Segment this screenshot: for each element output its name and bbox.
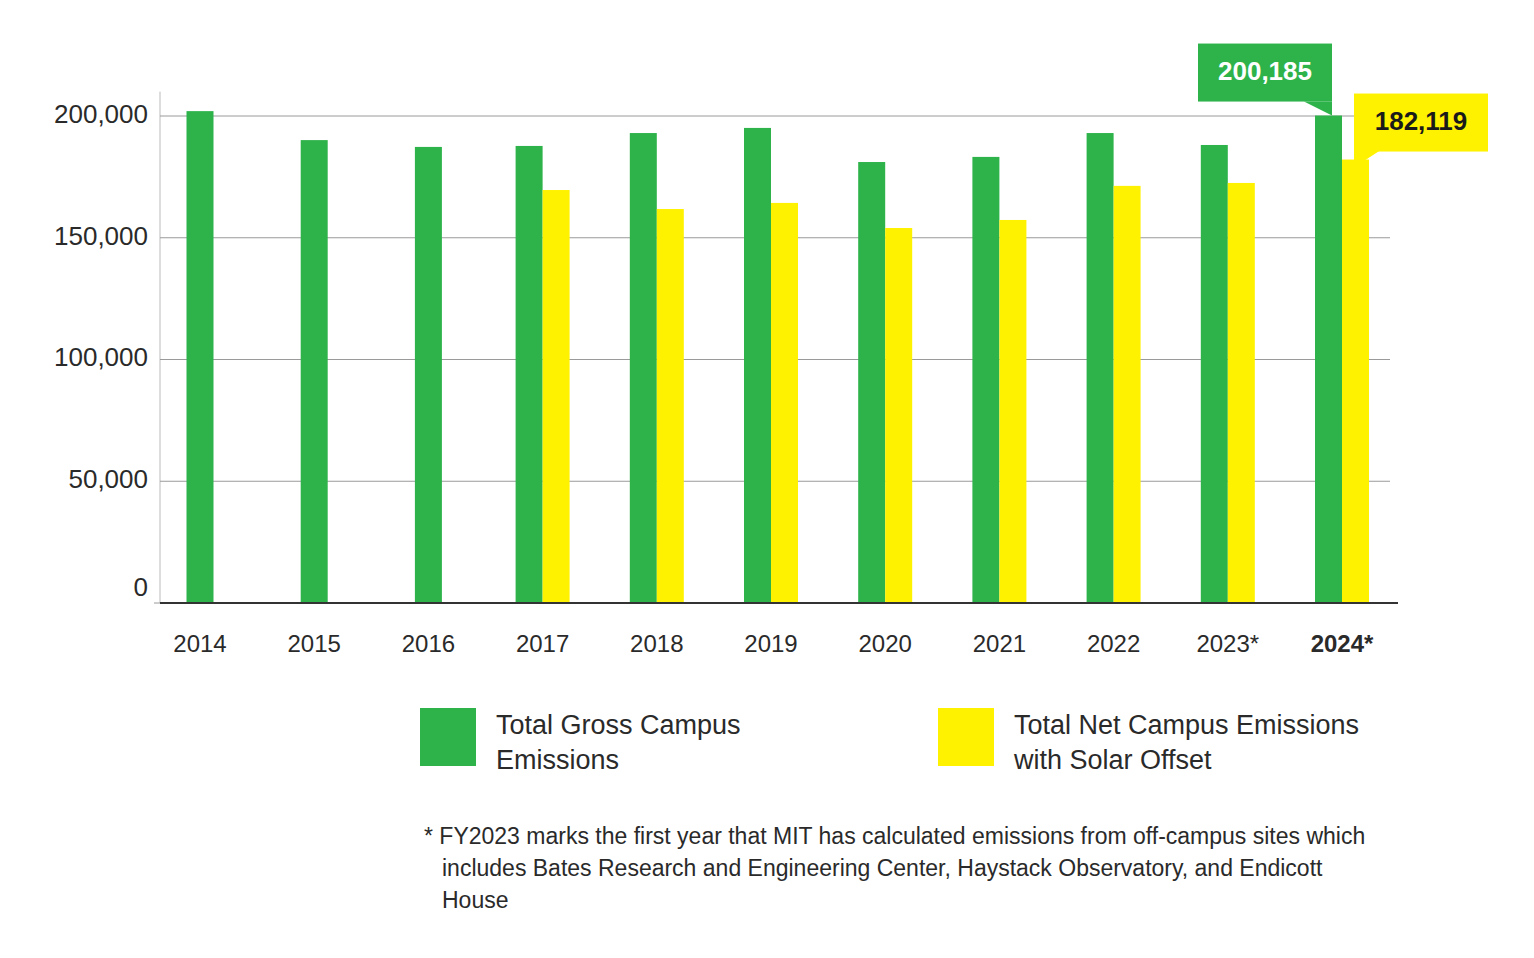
legend-swatch bbox=[938, 708, 994, 766]
bar bbox=[1114, 186, 1141, 603]
bar bbox=[1342, 160, 1369, 603]
y-axis-line bbox=[160, 92, 161, 603]
bar bbox=[415, 147, 442, 603]
footnote: * FY2023 marks the first year that MIT h… bbox=[424, 820, 1382, 916]
bar bbox=[516, 146, 543, 603]
legend-swatch bbox=[420, 708, 476, 766]
x-tick-label: 2018 bbox=[630, 630, 683, 657]
bar bbox=[1201, 145, 1228, 603]
x-tick-label: 2021 bbox=[973, 630, 1026, 657]
callout: 200,185 bbox=[1198, 44, 1332, 116]
legend-item: Total Gross Campus Emissions bbox=[420, 708, 796, 778]
bar bbox=[657, 209, 684, 603]
y-tick-label: 150,000 bbox=[54, 221, 148, 251]
bar bbox=[543, 190, 570, 603]
callout-pointer bbox=[1354, 151, 1380, 168]
x-tick-label: 2016 bbox=[402, 630, 455, 657]
x-tick-label: 2015 bbox=[288, 630, 341, 657]
legend-label: Total Net Campus Emissions with Solar Of… bbox=[1014, 708, 1414, 778]
legend-item: Total Net Campus Emissions with Solar Of… bbox=[938, 708, 1414, 778]
bar bbox=[972, 157, 999, 603]
x-tick-label: 2023* bbox=[1196, 630, 1259, 657]
bar bbox=[771, 203, 798, 603]
x-tick-label: 2014 bbox=[173, 630, 226, 657]
bar bbox=[630, 133, 657, 603]
x-tick-label: 2024* bbox=[1311, 630, 1374, 657]
y-tick-label: 50,000 bbox=[68, 464, 148, 494]
y-tick-label: 0 bbox=[134, 572, 148, 602]
y-tick-label: 200,000 bbox=[54, 99, 148, 129]
callout: 182,119 bbox=[1354, 94, 1488, 168]
tick-mark bbox=[154, 603, 160, 604]
bar bbox=[1315, 116, 1342, 603]
x-axis-line bbox=[160, 602, 1398, 604]
x-tick-label: 2020 bbox=[859, 630, 912, 657]
bar bbox=[1087, 133, 1114, 603]
callout-box bbox=[1354, 94, 1488, 152]
bar bbox=[885, 228, 912, 603]
x-tick-label: 2017 bbox=[516, 630, 569, 657]
chart-svg: 200,000 150,000 100,000 50,000 0 2014 2015 2016… bbox=[0, 0, 1534, 958]
callout-pointer bbox=[1304, 102, 1332, 116]
callout-box bbox=[1198, 44, 1332, 102]
bar bbox=[999, 220, 1026, 603]
bar bbox=[744, 128, 771, 603]
grid-line bbox=[160, 116, 1390, 117]
bar bbox=[187, 111, 214, 603]
bar bbox=[1228, 183, 1255, 603]
x-tick-label: 2022 bbox=[1087, 630, 1140, 657]
bar bbox=[301, 140, 328, 603]
x-tick-label: 2019 bbox=[744, 630, 797, 657]
bar bbox=[858, 162, 885, 603]
y-tick-label: 100,000 bbox=[54, 342, 148, 372]
callout-label: 182,119 bbox=[1375, 106, 1468, 136]
bars bbox=[187, 111, 1370, 603]
legend-label: Total Gross Campus Emissions bbox=[496, 708, 796, 778]
callout-label: 200,185 bbox=[1218, 56, 1312, 86]
